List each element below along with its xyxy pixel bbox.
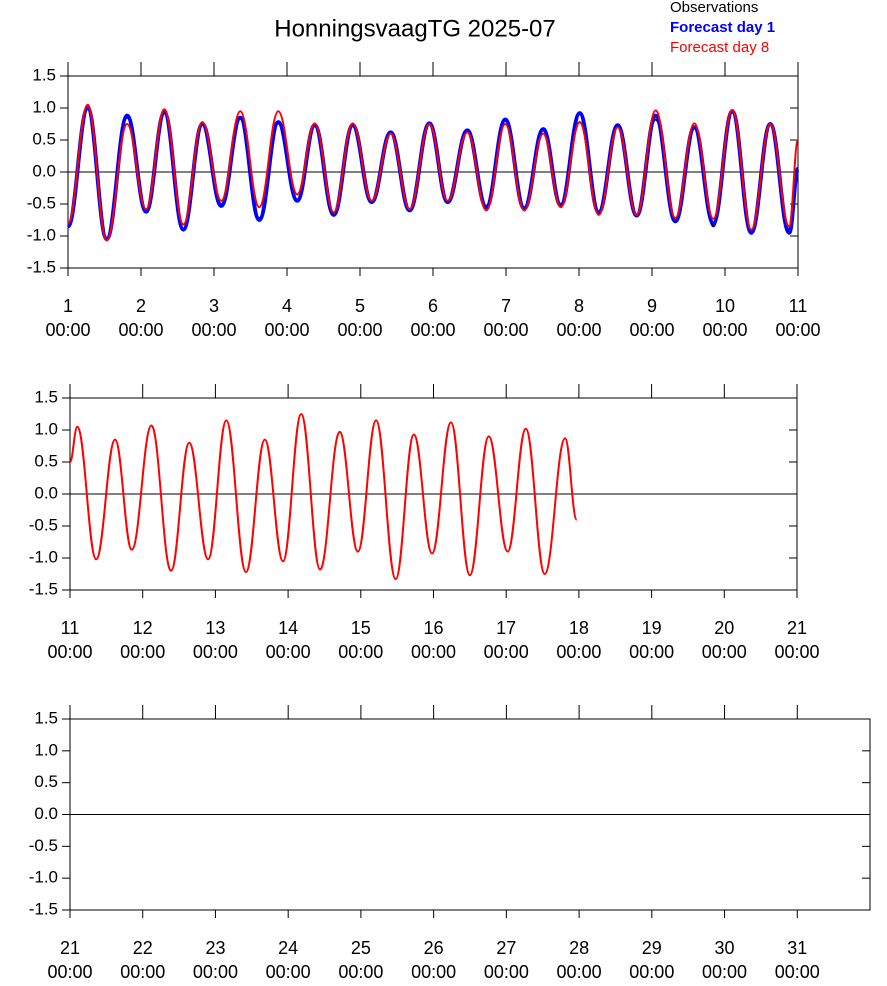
legend-entry: Forecast day 8 (670, 39, 769, 56)
legend-entry: Observations (670, 0, 758, 16)
y-tick-label: -0.5 (29, 515, 58, 534)
legend-entry: Forecast day 1 (670, 19, 775, 36)
data-line (67, 103, 799, 242)
y-tick-label: 0.0 (34, 804, 58, 823)
y-tick-label: -0.5 (29, 836, 58, 855)
x-tick-label: 30 00:00 (702, 938, 748, 982)
x-tick-label: 21 00:00 (774, 618, 820, 662)
x-tick-label: 8 00:00 (556, 296, 602, 340)
x-tick-label: 28 00:00 (556, 938, 602, 982)
x-tick-label: 4 00:00 (264, 296, 310, 340)
y-tick-label: 0.0 (34, 483, 58, 502)
x-tick-label: 7 00:00 (483, 296, 529, 340)
y-tick-label: -1.5 (29, 579, 58, 598)
x-tick-label: 23 00:00 (192, 938, 238, 982)
x-tick-label: 12 00:00 (120, 618, 166, 662)
x-tick-label: 6 00:00 (410, 296, 456, 340)
x-tick-label: 11 00:00 (47, 618, 93, 662)
x-tick-label: 14 00:00 (265, 618, 311, 662)
x-tick-label: 18 00:00 (556, 618, 602, 662)
y-tick-label: 1.0 (34, 740, 58, 759)
x-tick-label: 27 00:00 (483, 938, 529, 982)
x-tick-label: 17 00:00 (483, 618, 529, 662)
y-tick-label: -0.5 (27, 193, 56, 212)
x-tick-label: 22 00:00 (120, 938, 166, 982)
x-tick-label: 9 00:00 (629, 296, 675, 340)
y-tick-label: 0.0 (32, 161, 56, 180)
x-tick-label: 1 00:00 (45, 296, 91, 340)
x-tick-label: 15 00:00 (338, 618, 384, 662)
x-tick-label: 29 00:00 (629, 938, 675, 982)
chart-title: HonningsvaagTG 2025-07 (274, 15, 556, 42)
x-tick-label: 25 00:00 (338, 938, 384, 982)
y-tick-label: -1.5 (29, 899, 58, 918)
x-tick-label: 16 00:00 (410, 618, 457, 662)
y-tick-label: 1.5 (32, 65, 56, 84)
y-tick-label: 0.5 (32, 129, 56, 148)
y-tick-label: 1.0 (34, 419, 58, 438)
x-tick-label: 31 00:00 (774, 938, 820, 982)
x-tick-label: 13 00:00 (192, 618, 238, 662)
x-tick-label: 2 00:00 (118, 296, 164, 340)
x-tick-label: 11 00:00 (775, 296, 821, 340)
x-tick-label: 20 00:00 (701, 618, 747, 662)
y-tick-label: 0.5 (34, 772, 58, 791)
x-tick-label: 24 00:00 (265, 938, 311, 982)
y-tick-label: -1.0 (29, 547, 58, 566)
y-tick-label: 1.5 (34, 708, 58, 727)
x-tick-label: 21 00:00 (47, 938, 93, 982)
y-tick-label: 1.0 (32, 97, 56, 116)
data-line (69, 413, 578, 581)
x-tick-label: 5 00:00 (337, 296, 383, 340)
y-tick-label: -1.0 (29, 868, 58, 887)
y-tick-label: 1.5 (34, 387, 58, 406)
y-tick-label: -1.5 (27, 257, 56, 276)
x-tick-label: 26 00:00 (411, 938, 457, 982)
x-tick-label: 19 00:00 (629, 618, 675, 662)
x-tick-label: 10 00:00 (702, 296, 748, 340)
y-tick-label: 0.5 (34, 451, 58, 470)
x-tick-label: 3 00:00 (191, 296, 237, 340)
y-tick-label: -1.0 (27, 225, 56, 244)
